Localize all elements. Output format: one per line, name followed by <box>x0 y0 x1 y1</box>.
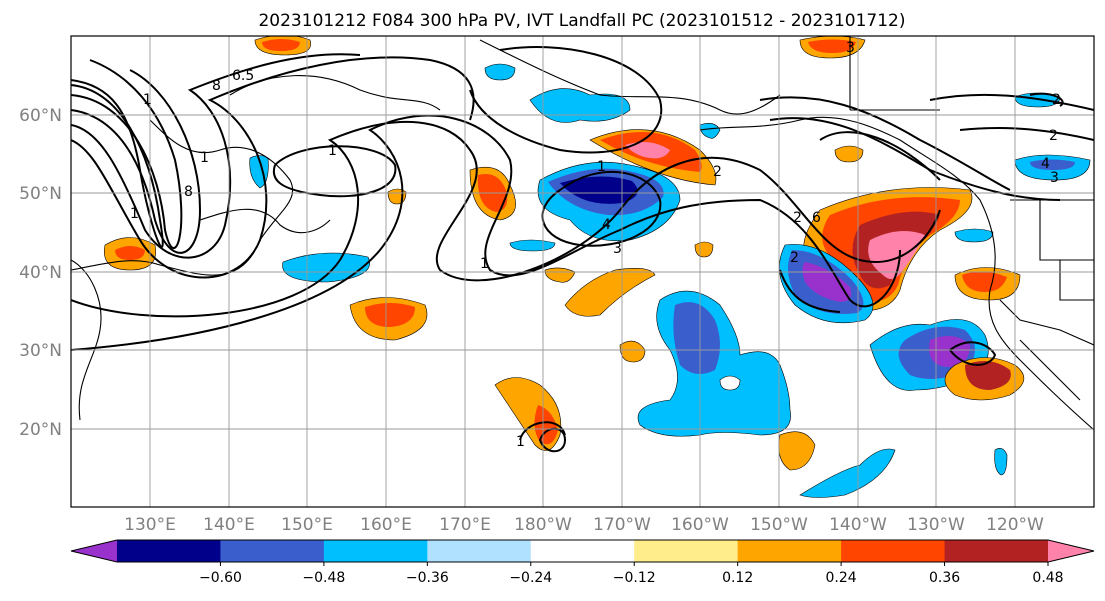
lon-label: 130°E <box>124 515 176 535</box>
lon-label: 160°W <box>671 515 729 535</box>
lon-label: 150°E <box>281 515 333 535</box>
lon-label: 170°E <box>439 515 491 535</box>
lon-label: 170°W <box>593 515 651 535</box>
colorbar-extend-min <box>71 540 117 562</box>
lat-label: 40°N <box>19 263 62 283</box>
lon-label: 120°W <box>986 515 1044 535</box>
colorbar: −0.60 −0.48 −0.36 −0.24 −0.12 0.12 0.24 0.36 0.4… <box>70 539 1095 586</box>
map-frame <box>70 35 1095 508</box>
contour-label: 2 <box>1052 92 1061 108</box>
contour-label: 1 <box>130 206 139 222</box>
colorbar-segment <box>737 540 842 562</box>
colorbar-segment <box>427 540 532 562</box>
contour-label: 2 <box>713 164 722 180</box>
lat-label: 60°N <box>19 106 62 126</box>
contour-label: 3 <box>613 241 622 257</box>
lon-label: 140°W <box>829 515 887 535</box>
lon-label: 180°W <box>514 515 572 535</box>
contour-label: 3 <box>1050 170 1059 186</box>
colorbar-segment <box>530 540 635 562</box>
colorbar-tick-label: −0.12 <box>613 570 656 586</box>
shaded-anomaly-field <box>103 36 1091 498</box>
contour-label: 2 <box>1049 128 1058 144</box>
colorbar-tick-label: −0.48 <box>302 570 345 586</box>
contour-label: 8 <box>184 184 193 200</box>
colorbar-tick-label: 0.24 <box>826 570 857 586</box>
colorbar-segment <box>841 540 946 562</box>
longitude-labels: 130°E 140°E 150°E 160°E 170°E 180°W 170°… <box>124 515 1044 535</box>
colorbar-tick-label: −0.60 <box>199 570 242 586</box>
colorbar-tick-label: 0.36 <box>929 570 960 586</box>
colorbar-segment <box>634 540 739 562</box>
contour-label: 1 <box>143 92 152 108</box>
chart-title: 2023101212 F084 300 hPa PV, IVT Landfall… <box>258 11 905 31</box>
contour-label: 1 <box>516 434 525 450</box>
lat-label: 20°N <box>19 420 62 440</box>
map-panel: 1 8 6.5 1 8 1 1 1 4 1 2 3 3 4 2 6 2 2 2 … <box>70 35 1095 508</box>
lon-label: 150°W <box>750 515 808 535</box>
lat-label: 50°N <box>19 184 62 204</box>
lat-label: 30°N <box>19 341 62 361</box>
contour-label: 2 <box>790 250 799 266</box>
contour-label: 4 <box>1041 156 1050 172</box>
colorbar-tick-label: −0.24 <box>509 570 552 586</box>
contour-label: 2 <box>793 210 802 226</box>
colorbar-segment <box>117 540 221 562</box>
contour-label: 6 <box>812 210 821 226</box>
contour-label: 4 <box>602 217 611 233</box>
contour-labels: 1 8 6.5 1 8 1 1 1 4 1 2 3 3 4 2 6 2 2 2 … <box>130 40 1061 450</box>
lon-label: 140°E <box>203 515 255 535</box>
contour-label: 3 <box>846 40 855 56</box>
coastlines <box>71 36 1094 431</box>
colorbar-segment <box>323 540 428 562</box>
lon-label: 130°W <box>907 515 965 535</box>
colorbar-segment <box>944 540 1049 562</box>
contour-label: 1 <box>480 256 489 272</box>
pv-contours <box>71 46 1094 453</box>
latitude-labels: 60°N 50°N 40°N 30°N 20°N <box>19 106 62 440</box>
colorbar-extend-max <box>1048 540 1094 562</box>
graticule <box>71 36 1094 507</box>
colorbar-segment <box>220 540 325 562</box>
lon-label: 160°E <box>360 515 412 535</box>
contour-label: 1 <box>597 159 606 175</box>
contour-label: 6.5 <box>232 68 254 84</box>
contour-label: 1 <box>200 150 209 166</box>
contour-label: 1 <box>328 143 337 159</box>
colorbar-tick-label: −0.36 <box>406 570 449 586</box>
colorbar-tick-label: 0.12 <box>722 570 753 586</box>
colorbar-tick-label: 0.48 <box>1032 570 1063 586</box>
contour-label: 8 <box>212 78 221 94</box>
